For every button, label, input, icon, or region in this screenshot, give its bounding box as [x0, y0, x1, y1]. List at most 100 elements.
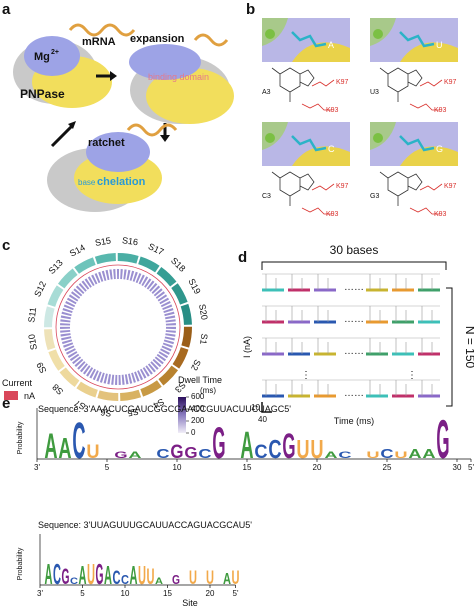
ellipsis: ……: [344, 388, 364, 399]
y-axis-label: I (nA): [242, 336, 252, 358]
site-segment: [181, 326, 192, 348]
site-segment: [47, 285, 64, 307]
logo-letter: U: [189, 568, 197, 589]
x-tick-label: 5: [80, 589, 85, 598]
panel-a: a Mg 2+ mRNA PNPase expansion binding do…: [2, 1, 234, 212]
site-label: S15: [94, 235, 112, 248]
n-label: N = 150: [463, 326, 474, 369]
site-label: S9: [35, 360, 49, 374]
logo-letter: A: [128, 450, 141, 461]
trace-spike: [369, 380, 381, 396]
logo-letter: A: [79, 562, 87, 590]
residue-label: K97: [336, 79, 349, 86]
logo-letter: C: [53, 559, 61, 591]
site-label: S18: [169, 256, 187, 274]
x-tick-label: 15: [163, 589, 172, 598]
panel-e: e Sequence: 3'AAACUCGAUCGGCGAACCGUUACUUC…: [2, 395, 474, 608]
site-label: S12: [32, 280, 48, 299]
site-label: S10: [26, 333, 39, 351]
x-axis-label: Time (ms): [334, 416, 374, 426]
logo-letter: U: [310, 436, 323, 464]
logo-letter: U: [394, 450, 407, 461]
trace-spike: [265, 380, 277, 396]
site-label: A3: [262, 89, 271, 96]
logo-letter: A: [223, 571, 231, 588]
base-label: C: [328, 144, 335, 154]
site-segment: [44, 329, 56, 351]
mrna-strand: [126, 123, 178, 137]
label: chelation: [97, 176, 146, 188]
site-segment: [138, 256, 160, 273]
logo-letter: C: [70, 576, 78, 587]
label: base: [78, 178, 96, 187]
ion: [265, 133, 275, 143]
trace-spike: [265, 338, 277, 354]
protein-image: [400, 42, 458, 62]
site-segment: [171, 283, 188, 305]
x-tick-label: 10: [121, 589, 130, 598]
bracket: [261, 261, 447, 270]
scale-bar: [261, 402, 272, 413]
arrow: [68, 121, 76, 129]
logo-letter: G: [212, 419, 225, 468]
logo-letter: U: [232, 568, 240, 589]
arrow: [50, 124, 74, 148]
site-label: S19: [186, 277, 202, 296]
x-axis-label: Site: [182, 598, 198, 608]
colorbar-unit: (ms): [200, 386, 216, 395]
x-tick-label: 15: [243, 463, 252, 472]
ion: [265, 29, 275, 39]
base-label: A: [328, 40, 334, 50]
colorbar-tick-label: 200: [191, 416, 205, 425]
ellipsis: ⋮: [407, 370, 417, 381]
ion: [373, 133, 383, 143]
logo-letter: C: [72, 412, 85, 469]
logo-letter: G: [184, 445, 197, 462]
trace-spike: [395, 338, 407, 354]
x-tick-label: 10: [173, 463, 182, 472]
protein-image: [262, 18, 288, 46]
logo-letter: U: [296, 436, 309, 464]
trace-spike: [395, 274, 407, 290]
trace-spike: [291, 306, 303, 322]
site-segment: [117, 253, 139, 264]
scale-label: 40: [258, 415, 267, 424]
logo-letter: A: [155, 576, 163, 587]
trace-spike: [369, 338, 381, 354]
logo-letter: G: [282, 427, 295, 466]
protein-image: [400, 146, 458, 166]
ellipsis: ……: [344, 346, 364, 357]
dwell-ring: [60, 269, 176, 385]
residue-label: K97: [336, 183, 349, 190]
site-label: S17: [147, 241, 166, 257]
ligand: [291, 135, 327, 152]
legend-title: Current: [2, 378, 33, 388]
trace-spike: [369, 306, 381, 322]
trace-spike: [317, 380, 329, 396]
site-label: S16: [121, 235, 138, 247]
protein-image: [370, 18, 396, 46]
trace-spike: [265, 274, 277, 290]
residue-bond: [301, 79, 335, 111]
logo-letter: G: [172, 572, 180, 587]
residue-label: K97: [444, 79, 457, 86]
trace-spike: [317, 274, 329, 290]
arrow: [110, 71, 117, 81]
site-label: S14: [68, 242, 87, 258]
site-label: S7: [73, 398, 87, 412]
trace-spike: [421, 274, 433, 290]
residue-bond: [301, 183, 335, 215]
label: PNPase: [20, 87, 65, 101]
mrna-strand: [68, 23, 136, 37]
panel-label: d: [238, 249, 247, 266]
site-segment: [59, 367, 80, 388]
x-tick-label: 5: [105, 463, 110, 472]
site-segment: [48, 349, 65, 371]
trace-spike: [317, 338, 329, 354]
residue-label: K93: [326, 107, 339, 114]
panel-label: e: [2, 395, 10, 412]
legend-swatch: [4, 391, 18, 400]
label: binding domain: [148, 72, 209, 82]
ellipsis: ⋮: [301, 370, 311, 381]
trace-spike: [421, 306, 433, 322]
